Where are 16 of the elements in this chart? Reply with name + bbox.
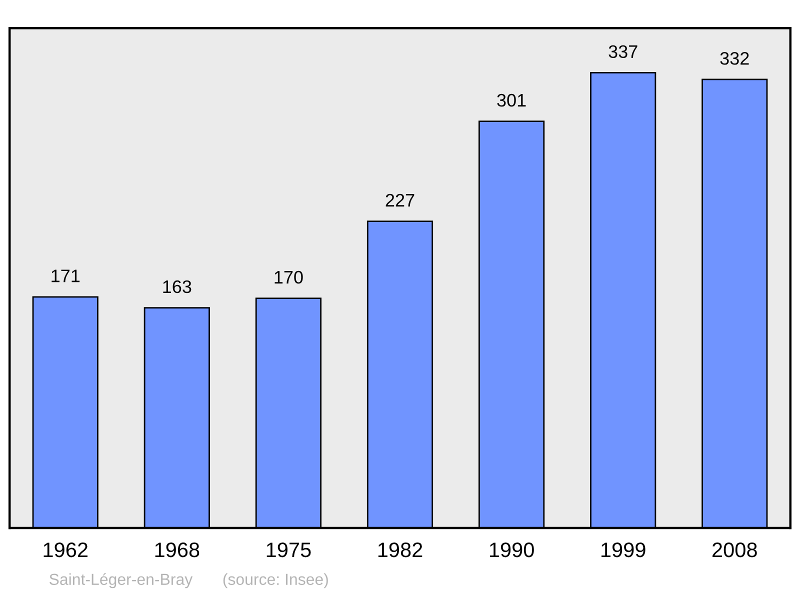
x-tick-label: 1968 — [155, 542, 200, 558]
x-tick-label: 1975 — [266, 542, 311, 558]
data-label: 301 — [497, 94, 526, 107]
x-tick-label: 1990 — [490, 542, 534, 558]
data-label: 337 — [608, 45, 638, 58]
text: (source: Insee) — [223, 573, 328, 588]
data-label: 227 — [386, 194, 414, 206]
x-tick-label: 1982 — [378, 542, 422, 558]
x-tick-label: 1999 — [602, 542, 646, 558]
x-tick-label: 2008 — [712, 542, 757, 558]
data-label: 163 — [163, 280, 192, 294]
data-label: 332 — [720, 52, 749, 65]
x-tick-label: 1962 — [44, 542, 88, 558]
data-label: 170 — [274, 270, 303, 284]
data-label: 171 — [52, 270, 80, 282]
text: Saint-Léger-en-Bray — [50, 573, 193, 588]
